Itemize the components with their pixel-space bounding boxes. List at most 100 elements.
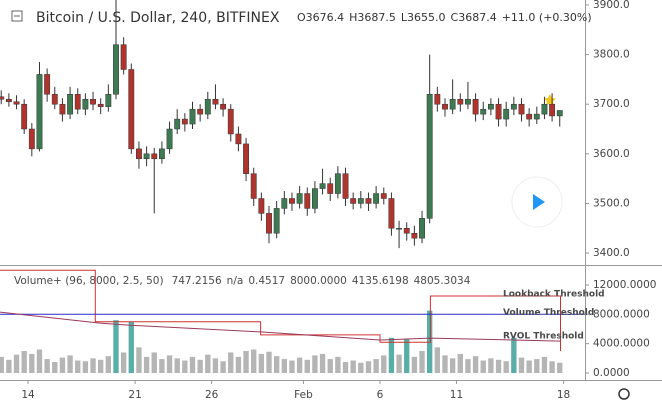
candle-body xyxy=(373,193,380,204)
volume-bar xyxy=(143,356,150,373)
volume-bar xyxy=(304,359,310,373)
volume-bar xyxy=(327,359,333,373)
volume-bar xyxy=(526,360,532,373)
candle-body xyxy=(442,103,448,110)
volume-bar xyxy=(212,358,219,373)
candle-body xyxy=(304,193,311,209)
volume-bar xyxy=(534,359,540,373)
candle-body xyxy=(434,94,441,105)
volume-bar xyxy=(174,358,180,373)
candle-body xyxy=(457,98,464,105)
volume-bar xyxy=(258,353,265,373)
candle-body xyxy=(197,108,204,115)
volume-bar xyxy=(419,350,425,373)
volume-bar xyxy=(0,356,4,373)
indicator-value: 4135.6198 xyxy=(352,275,409,287)
candle-body xyxy=(510,103,517,110)
volume-bar xyxy=(549,361,555,373)
candle-body xyxy=(158,148,165,160)
candle-body xyxy=(181,118,188,125)
volume-bar xyxy=(197,359,203,373)
volume-bar xyxy=(488,358,494,373)
threshold-line xyxy=(0,311,561,342)
y2-tick-label: 12000.0000 xyxy=(593,279,656,291)
volume-bar xyxy=(296,357,303,373)
volume-bar xyxy=(449,358,456,373)
volume-bar xyxy=(166,355,173,373)
candle-body xyxy=(311,188,318,209)
candle-body xyxy=(13,101,20,105)
volume-bar xyxy=(6,359,12,373)
volume-bar xyxy=(557,362,563,373)
volume-bar xyxy=(411,356,418,373)
candle-body xyxy=(342,173,349,199)
volume-bar xyxy=(251,349,257,373)
candle-body xyxy=(296,193,303,204)
x-tick-label: 6 xyxy=(377,389,384,401)
y-tick-label: 3800.0 xyxy=(593,49,630,61)
volume-bar xyxy=(312,355,318,373)
candle-body xyxy=(204,98,211,115)
candle-body xyxy=(44,74,51,95)
indicator-value: 4805.3034 xyxy=(414,275,471,287)
candle-body xyxy=(166,128,173,150)
volume-bar xyxy=(503,361,509,373)
ohlc-legend: H3687.5 xyxy=(349,11,396,24)
volume-bar xyxy=(335,356,341,373)
collapse-icon[interactable] xyxy=(11,10,23,22)
candle-body xyxy=(334,173,341,194)
volume-bar xyxy=(205,354,211,373)
x-tick-label: Feb xyxy=(294,389,313,401)
candle-body xyxy=(113,44,119,95)
volume-bar xyxy=(281,359,287,373)
candle-body xyxy=(21,103,28,130)
y-tick-label: 3900.0 xyxy=(593,0,630,11)
y-tick-label: 3500.0 xyxy=(593,197,630,209)
volume-bar xyxy=(36,349,43,373)
candle-body xyxy=(143,153,150,160)
volume-bar xyxy=(105,356,112,373)
volume-bar xyxy=(350,360,356,373)
volume-bar xyxy=(113,320,119,373)
volume-bar xyxy=(21,350,27,373)
volume-bar xyxy=(52,361,58,373)
volume-bar xyxy=(59,357,66,373)
threshold-label: RVOL Threshold xyxy=(503,332,584,342)
candle-body xyxy=(419,218,425,239)
volume-bar xyxy=(342,361,349,373)
candle-body xyxy=(250,173,257,199)
candle-body xyxy=(174,118,181,130)
candle-body xyxy=(396,228,403,230)
candle-body xyxy=(487,103,494,110)
candle-body xyxy=(227,108,234,135)
candle-body xyxy=(526,113,533,120)
candle-body xyxy=(403,228,410,234)
ohlc-legend: C3687.4 xyxy=(451,11,497,24)
volume-bar xyxy=(457,353,463,373)
volume-bar xyxy=(480,360,486,373)
candle-body xyxy=(465,98,471,105)
volume-bar xyxy=(75,360,81,373)
settings-icon[interactable] xyxy=(618,388,630,400)
candle-body xyxy=(319,183,326,189)
candle-body xyxy=(235,133,242,145)
candle-body xyxy=(74,94,81,110)
candle-body xyxy=(51,94,58,105)
x-tick-label: 18 xyxy=(557,389,570,401)
candle-body xyxy=(426,94,433,219)
volume-bar xyxy=(235,356,242,373)
volume-bar xyxy=(373,359,379,373)
volume-bar xyxy=(381,355,387,373)
play-icon xyxy=(533,194,545,210)
volume-bar xyxy=(273,356,280,373)
candle-body xyxy=(480,108,487,115)
volume-bar xyxy=(128,321,134,373)
indicator-value: 0.4517 xyxy=(248,275,285,287)
volume-bar xyxy=(388,337,395,373)
volume-bar xyxy=(243,350,249,373)
candle-body xyxy=(67,94,74,115)
volume-bar xyxy=(136,347,142,373)
indicator-title: Volume+ (96, 8000, 2.5, 50) xyxy=(14,275,164,287)
x-tick-label: 26 xyxy=(205,389,219,401)
